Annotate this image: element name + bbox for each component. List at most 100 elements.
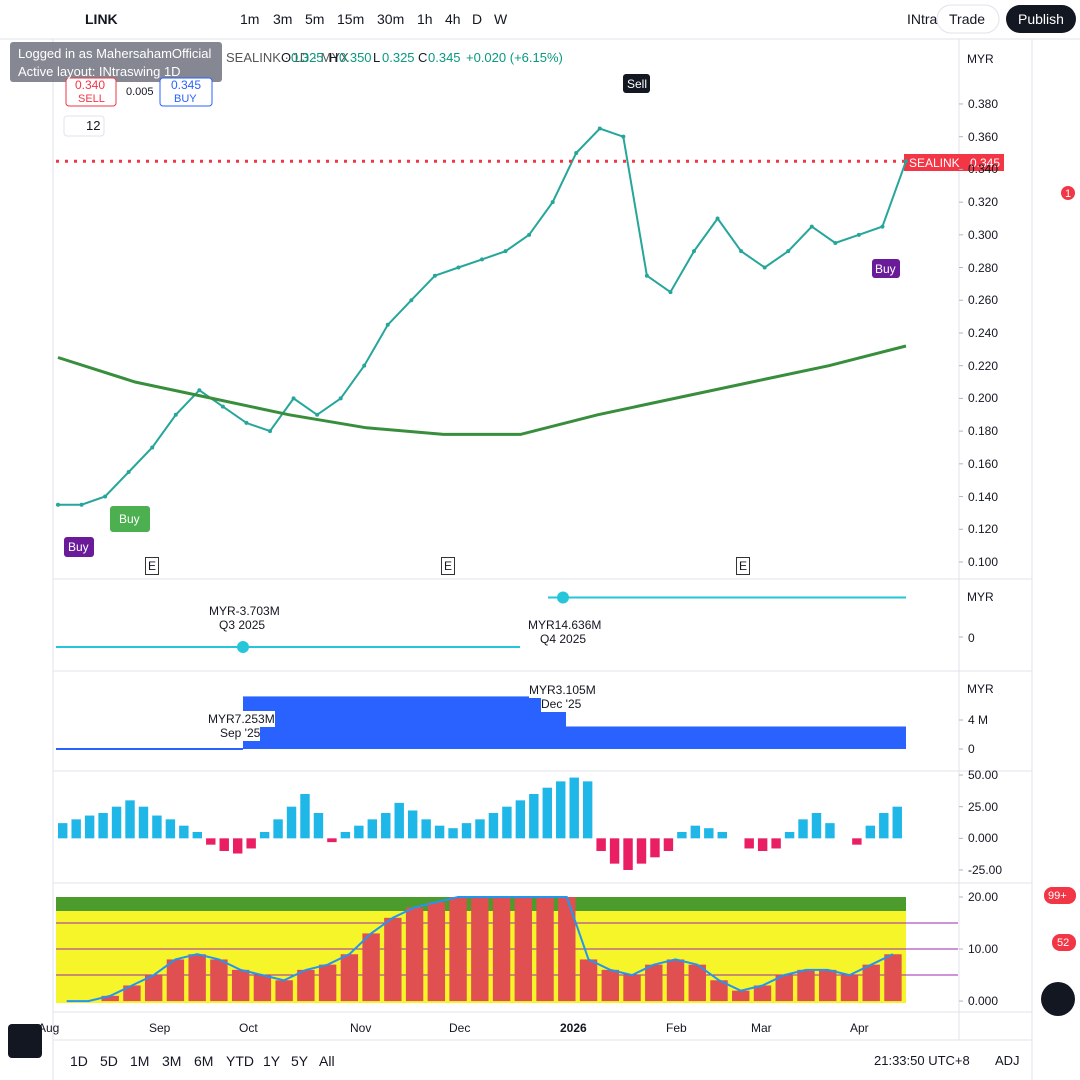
momentum-bar (138, 806, 149, 839)
price-point (715, 216, 720, 221)
y-tick-label: 0.220 (968, 358, 999, 373)
strength-bar (579, 959, 598, 1002)
price-point (621, 134, 626, 139)
earnings-flag[interactable]: E (441, 557, 456, 575)
strength-bar (558, 897, 576, 1002)
sell-price[interactable]: 0.340 (75, 78, 106, 92)
interval-button[interactable]: D (472, 11, 483, 27)
indicator-count[interactable]: 12 (86, 118, 101, 133)
cash-area (56, 748, 243, 750)
currency[interactable]: MYR (967, 682, 994, 696)
sell-label[interactable]: SELL (78, 93, 105, 105)
price-point (574, 151, 579, 156)
x-tick-label: Dec (449, 1021, 471, 1035)
interval-button[interactable]: 15m (337, 11, 365, 27)
interval-button[interactable]: 3m (273, 11, 293, 27)
momentum-bar (421, 819, 431, 839)
y-tick-label: 25.00 (968, 799, 999, 814)
interval-button[interactable]: 5m (305, 11, 325, 27)
strength-bar (384, 917, 402, 1002)
currency[interactable]: MYR (967, 590, 994, 604)
trade-button[interactable]: Trade (949, 11, 986, 27)
strength-bar (514, 897, 533, 1002)
momentum-bar (286, 806, 297, 839)
price-point (150, 445, 155, 450)
momentum-bar (58, 823, 68, 839)
price-point (480, 257, 484, 262)
strength-bar (297, 969, 315, 1002)
earnings-flag[interactable]: E (736, 557, 751, 575)
symbol[interactable]: LINK (85, 11, 118, 27)
earnings-label: MYR14.636M (528, 618, 602, 632)
momentum-bar (623, 838, 633, 870)
currency[interactable]: MYR (967, 52, 994, 66)
momentum-bar (165, 819, 176, 839)
y-tick-label: 0.000 (968, 994, 999, 1009)
momentum-bar (381, 813, 391, 839)
interval-button[interactable]: W (494, 11, 508, 27)
cash-period: Dec '25 (541, 696, 582, 712)
ohlc-label: H (329, 50, 339, 65)
price-point (550, 200, 555, 205)
adj-toggle[interactable]: ADJ (995, 1053, 1020, 1068)
momentum-bar (663, 838, 674, 851)
strength-bar (492, 897, 511, 1002)
momentum-bar (771, 838, 781, 849)
price-point (833, 240, 838, 245)
momentum-bar (448, 828, 458, 839)
price-point (56, 502, 60, 507)
price-point (315, 412, 320, 417)
range-button[interactable]: 1M (130, 1053, 150, 1069)
cash-area (243, 696, 566, 749)
price-point (268, 429, 272, 434)
x-tick-label: Feb (666, 1021, 687, 1035)
momentum-bar (179, 825, 189, 839)
momentum-bar (569, 777, 579, 839)
range-button[interactable]: 6M (194, 1053, 214, 1069)
strength-bar (318, 964, 337, 1002)
momentum-bar (690, 825, 701, 839)
y-tick-label: 0.380 (968, 96, 999, 111)
y-tick-label: 0.000 (968, 831, 999, 846)
strength-bar (210, 959, 228, 1002)
range-button[interactable]: 3M (162, 1053, 182, 1069)
buy-price[interactable]: 0.345 (171, 78, 202, 92)
range-button[interactable]: 5D (100, 1053, 118, 1069)
momentum-bar (556, 781, 566, 839)
price-point (880, 224, 885, 229)
momentum-bar (892, 806, 902, 839)
momentum-bar (232, 838, 243, 854)
momentum-bar (744, 838, 754, 849)
range-button[interactable]: 1Y (263, 1053, 281, 1069)
interval-button[interactable]: 1m (240, 11, 260, 27)
x-tick-label: Oct (239, 1021, 258, 1035)
price-point (409, 298, 414, 303)
tooltip-line: Logged in as MahersahamOfficial (18, 46, 212, 61)
layout-name[interactable]: INtra (907, 11, 938, 27)
momentum-bar (542, 787, 552, 839)
buy-label[interactable]: BUY (174, 93, 197, 105)
momentum-bar (259, 832, 270, 839)
strength-bar (710, 980, 728, 1002)
cash-label: MYR7.253M (208, 711, 275, 727)
signal-marker: Buy (68, 540, 89, 554)
earnings-flag[interactable]: E (145, 557, 160, 575)
strength-bar (449, 897, 467, 1002)
interval-button[interactable]: 30m (377, 11, 405, 27)
range-button[interactable]: 5Y (291, 1053, 309, 1069)
interval-button[interactable]: 1h (417, 11, 433, 27)
range-button[interactable]: 1D (70, 1053, 88, 1069)
momentum-bar (704, 828, 714, 839)
price-point (338, 396, 343, 401)
y-tick-label: 0.120 (968, 522, 999, 537)
range-button[interactable]: YTD (226, 1053, 254, 1069)
y-tick-label: 10.00 (968, 942, 999, 957)
momentum-bar (192, 832, 203, 839)
range-button[interactable]: All (319, 1053, 335, 1069)
strength-bar (188, 954, 206, 1002)
interval-button[interactable]: 4h (445, 11, 461, 27)
price-point (856, 232, 861, 237)
strength-bar (840, 975, 859, 1002)
publish-button[interactable]: Publish (1018, 11, 1064, 27)
